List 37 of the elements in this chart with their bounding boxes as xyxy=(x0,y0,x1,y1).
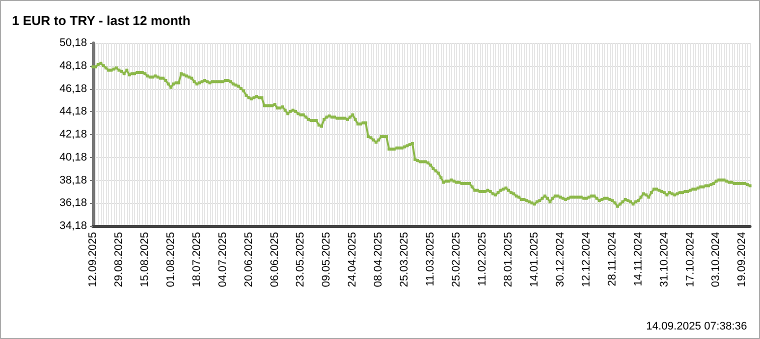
x-tick-label: 17.10.2024 xyxy=(684,232,696,288)
x-tick-label: 14.01.2025 xyxy=(528,232,540,288)
x-tick-label: 19.09.2024 xyxy=(736,232,748,288)
y-tick-label: 44,18 xyxy=(59,106,87,118)
y-tick-label: 50,18 xyxy=(59,37,87,49)
x-tick-label: 08.04.2025 xyxy=(372,232,385,288)
x-tick-label: 23.05.2025 xyxy=(294,232,307,288)
y-tick-label: 48,18 xyxy=(59,60,87,72)
x-tick-label: 06.06.2025 xyxy=(268,232,281,288)
x-tick-label: 01.08.2025 xyxy=(164,232,177,288)
y-tick-label: 40,18 xyxy=(59,151,87,164)
y-tick-label: 36,18 xyxy=(59,197,87,210)
text: 14.09.2025 07:38:36 xyxy=(646,320,748,332)
x-tick-label: 11.03.2025 xyxy=(424,232,437,286)
x-tick-label: 09.05.2025 xyxy=(320,232,333,288)
x-tick-label: 29.08.2025 xyxy=(112,232,125,288)
x-tick-label: 28.01.2025 xyxy=(502,232,514,288)
x-tick-label: 25.02.2025 xyxy=(450,232,463,288)
x-tick-label: 12.12.2024 xyxy=(580,232,592,288)
x-tick-label: 20.06.2025 xyxy=(242,232,255,288)
x-tick-label: 14.11.2024 xyxy=(632,232,644,286)
x-tick-label: 30.12.2024 xyxy=(554,232,566,288)
x-tick-label: 12.09.2025 xyxy=(87,232,99,288)
x-tick-label: 15.08.2025 xyxy=(138,232,151,288)
y-tick-label: 34,18 xyxy=(59,220,87,232)
x-tick-label: 25.03.2025 xyxy=(398,232,411,288)
x-tick-label: 11.02.2025 xyxy=(476,232,489,286)
x-tick-label: 31.10.2024 xyxy=(658,232,670,288)
x-tick-label: 04.07.2025 xyxy=(216,232,229,288)
x-tick-label: 28.11.2024 xyxy=(606,232,618,286)
y-tick-label: 46,18 xyxy=(59,82,87,95)
chart-title: 1 EUR to TRY - last 12 month xyxy=(12,13,190,28)
x-tick-label: 18.07.2025 xyxy=(190,232,203,288)
y-tick-label: 38,18 xyxy=(59,174,87,186)
y-tick-label: 42,18 xyxy=(59,128,87,140)
x-tick-label: 24.04.2025 xyxy=(346,232,359,288)
x-tick-label: 03.10.2024 xyxy=(710,232,722,288)
